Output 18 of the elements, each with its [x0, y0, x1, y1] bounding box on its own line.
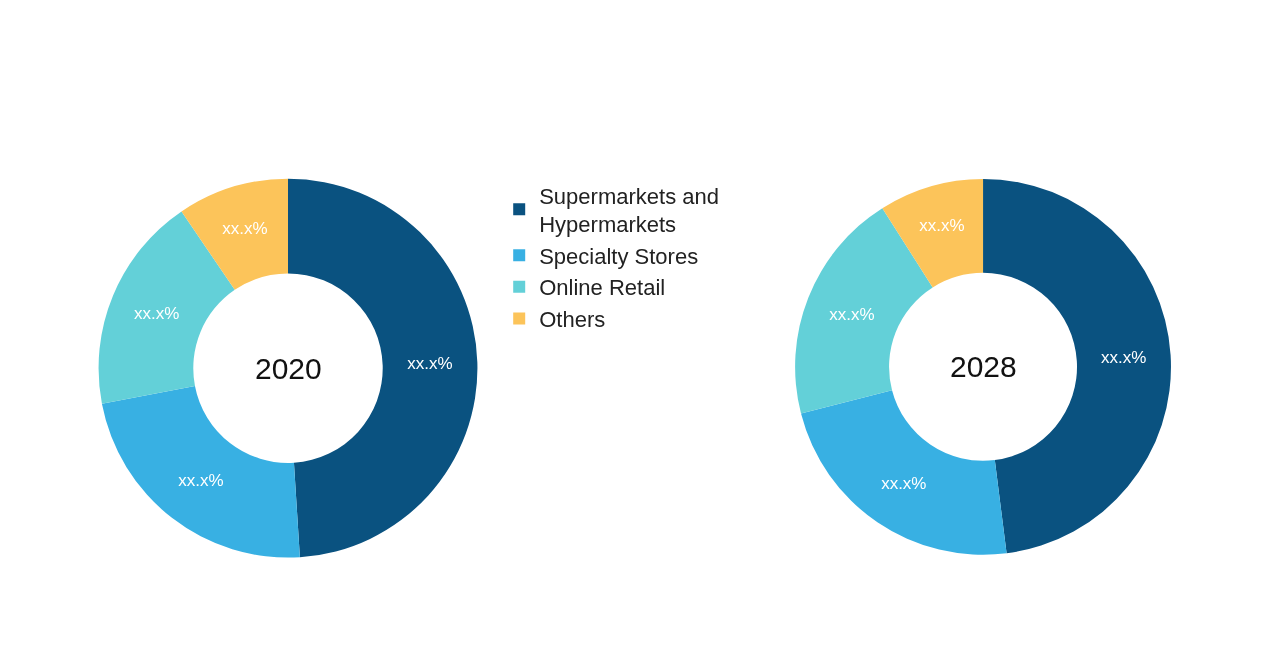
- legend-label: Specialty Stores: [539, 243, 699, 269]
- legend-label: Others: [539, 306, 606, 332]
- donut-slice: [801, 390, 1007, 555]
- text: 2028: [950, 350, 1017, 383]
- text: 2020: [255, 352, 322, 385]
- donut-slice: [181, 178, 288, 290]
- data-label: xx.x%: [881, 473, 927, 493]
- data-label: xx.x%: [919, 216, 965, 236]
- data-label: xx.x%: [1101, 348, 1147, 368]
- data-label: xx.x%: [222, 218, 268, 238]
- legend-label: Supermarkets and Hypermarkets: [539, 183, 719, 238]
- donut-slice: [882, 178, 984, 288]
- data-label: xx.x%: [407, 354, 453, 374]
- data-label: xx.x%: [178, 470, 224, 490]
- data-label: xx.x%: [829, 305, 875, 325]
- data-label: xx.x%: [134, 304, 180, 324]
- legend-label: Online Retail: [539, 275, 666, 301]
- donut-slice: [101, 385, 300, 558]
